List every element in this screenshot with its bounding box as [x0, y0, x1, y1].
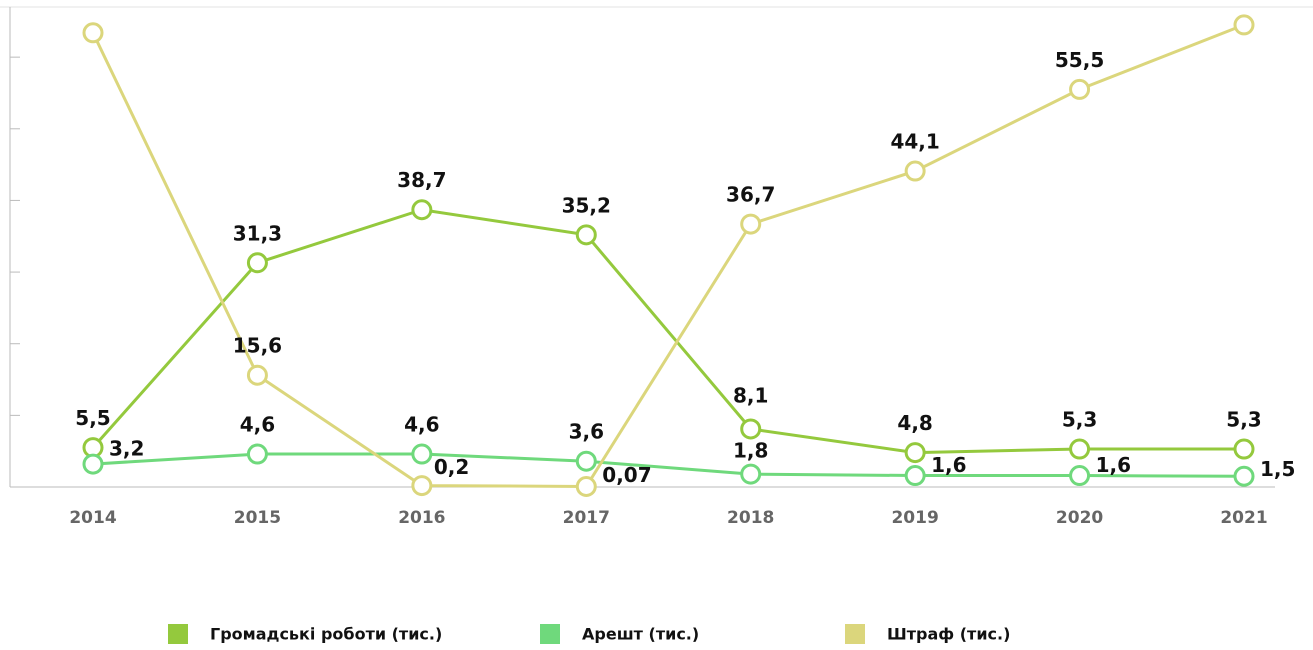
data-label: 35,2	[562, 193, 611, 217]
data-label: 4,8	[897, 411, 932, 435]
data-label: 5,3	[1062, 408, 1097, 432]
point	[575, 224, 597, 246]
x-tick-label: 2020	[1056, 508, 1103, 528]
data-label: 5,5	[75, 406, 110, 430]
data-label: 0,2	[434, 455, 469, 479]
data-label: 4,6	[240, 413, 275, 437]
point	[1233, 465, 1255, 487]
data-label: 1,6	[931, 453, 966, 477]
point	[740, 463, 762, 485]
data-label: 15,6	[233, 334, 282, 358]
data-label: 1,8	[733, 439, 768, 463]
point	[904, 160, 926, 182]
point	[740, 418, 762, 440]
point	[246, 364, 268, 386]
data-label: 3,6	[569, 420, 604, 444]
point	[411, 199, 433, 221]
x-tick-label: 2021	[1220, 508, 1267, 528]
point	[411, 475, 433, 497]
point	[1069, 465, 1091, 487]
point	[740, 213, 762, 235]
point	[82, 453, 104, 475]
legend-swatch	[845, 624, 865, 644]
point	[1233, 14, 1255, 36]
series-line	[91, 208, 1244, 455]
legend-label: Штраф (тис.)	[887, 625, 1010, 644]
x-tick-label: 2017	[563, 508, 610, 528]
series-line	[91, 23, 1245, 489]
point	[82, 22, 104, 44]
x-tick-label: 2016	[398, 508, 445, 528]
point	[904, 442, 926, 464]
point	[904, 465, 926, 487]
legend-swatch	[168, 624, 188, 644]
data-label: 1,5	[1260, 457, 1295, 481]
x-tick-label: 2018	[727, 508, 774, 528]
series-line	[92, 452, 1245, 478]
data-label: 38,7	[397, 168, 446, 192]
data-label: 8,1	[733, 383, 768, 407]
data-label: 36,7	[726, 183, 775, 207]
point	[575, 475, 597, 497]
x-tick-label: 2019	[891, 508, 938, 528]
data-label: 44,1	[890, 130, 939, 154]
point	[411, 443, 433, 465]
point	[246, 443, 268, 465]
data-label: 3,2	[109, 437, 144, 461]
point	[1069, 78, 1091, 100]
legend-label: Громадські роботи (тис.)	[210, 625, 442, 644]
point	[246, 252, 268, 274]
data-label: 0,07	[602, 463, 651, 487]
point	[1069, 438, 1091, 460]
legend-label: Арешт (тис.)	[582, 625, 699, 644]
data-label: 55,5	[1055, 48, 1104, 72]
x-tick-label: 2014	[69, 508, 116, 528]
point	[575, 450, 597, 472]
point	[1233, 438, 1255, 460]
data-label: 31,3	[233, 221, 282, 245]
data-label: 5,3	[1226, 408, 1261, 432]
x-tick-label: 2015	[234, 508, 281, 528]
legend-swatch	[540, 624, 560, 644]
data-label: 4,6	[404, 413, 439, 437]
data-label: 1,6	[1096, 453, 1131, 477]
